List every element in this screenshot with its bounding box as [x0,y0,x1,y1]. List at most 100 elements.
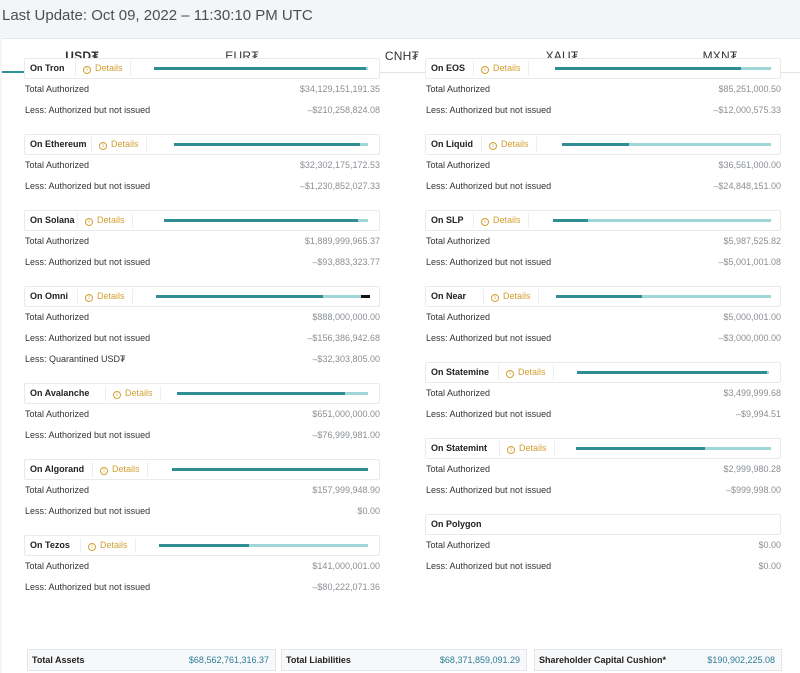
unissued-segment [357,219,368,222]
info-icon: i [491,294,499,302]
chain-name: On Tron [30,63,65,73]
details-button[interactable]: i Details [483,289,539,304]
chain-header-statemint: On Statemint i Details [425,438,781,459]
supply-bar [154,67,368,70]
chain-block-eos: On EOS i Details Total Authorized $85,251,00… [425,58,781,121]
row-value: –$1,230,852,027.33 [299,181,380,191]
details-button[interactable]: i Details [91,137,147,152]
row-label: Total Authorized [426,464,491,474]
chain-header-solana: On Solana i Details [24,210,380,231]
tab-cnht[interactable]: CNH₮ [384,49,420,63]
row-label: Less: Authorized but not issued [25,257,151,267]
chain-name: On Solana [30,215,75,225]
unissued-segment [322,295,362,298]
row-label: Total Authorized [25,84,90,94]
details-button[interactable]: i Details [498,365,554,380]
data-row: Total Authorized $2,999,980.28 [425,459,781,480]
chain-header-near: On Near i Details [425,286,781,307]
data-row: Total Authorized $5,987,525.82 [425,231,781,252]
supply-bar [159,544,368,547]
data-row: Total Authorized $157,999,948.90 [24,480,380,501]
details-button[interactable]: i Details [105,386,161,401]
details-button[interactable]: i Details [473,213,529,228]
data-row: Less: Authorized but not issued –$76,999,… [24,425,380,446]
chain-header-slp: On SLP i Details [425,210,781,231]
details-button[interactable]: i Details [92,462,148,477]
total-assets-label: Total Assets [32,655,85,665]
row-value: $1,889,999,965.37 [304,236,380,246]
details-button[interactable]: i Details [473,61,529,76]
details-button[interactable]: i Details [80,538,136,553]
chain-name: On Statemint [431,443,488,453]
supply-bar [156,295,370,298]
row-label: Less: Authorized but not issued [25,506,151,516]
details-label: Details [95,63,123,73]
details-label: Details [97,291,125,301]
details-button[interactable]: i Details [77,213,133,228]
details-label: Details [503,291,531,301]
unissued-segment [345,392,368,395]
chain-name: On Algorand [30,464,85,474]
info-icon: i [489,142,497,150]
issued-segment [576,447,705,450]
row-value: $32,302,175,172.53 [299,160,380,170]
row-label: Total Authorized [25,160,90,170]
total-liabilities-label: Total Liabilities [286,655,351,665]
row-value: $157,999,948.90 [312,485,380,495]
info-icon: i [100,467,108,475]
row-label: Total Authorized [426,160,491,170]
row-value: –$32,303,805.00 [312,354,380,364]
data-row: Total Authorized $5,000,001.00 [425,307,781,328]
info-icon: i [83,66,91,74]
quarantined-segment [361,295,370,298]
details-button[interactable]: i Details [77,289,133,304]
info-icon: i [481,66,489,74]
data-row: Total Authorized $1,889,999,965.37 [24,231,380,252]
row-value: $5,987,525.82 [723,236,781,246]
info-icon: i [85,218,93,226]
data-row: Total Authorized $85,251,000.50 [425,79,781,100]
row-value: $5,000,001.00 [723,312,781,322]
info-icon: i [113,391,121,399]
row-value: –$210,258,824.08 [307,105,380,115]
row-value: $141,000,001.00 [312,561,380,571]
row-label: Total Authorized [25,561,90,571]
issued-segment [177,392,346,395]
chain-block-slp: On SLP i Details Total Authorized $5,987,525… [425,210,781,273]
data-row: Total Authorized $3,499,999.68 [425,383,781,404]
issued-segment [562,143,629,146]
issued-segment [154,67,366,70]
details-label: Details [519,443,547,453]
details-button[interactable]: i Details [75,61,131,76]
row-value: $651,000,000.00 [312,409,380,419]
chain-header-ethereum: On Ethereum i Details [24,134,380,155]
row-label: Less: Authorized but not issued [426,181,552,191]
row-label: Less: Authorized but not issued [426,333,552,343]
data-row: Total Authorized $651,000,000.00 [24,404,380,425]
unissued-segment [248,544,368,547]
supply-bar [174,143,368,146]
details-label: Details [111,139,139,149]
details-button[interactable]: i Details [481,137,537,152]
row-label: Less: Authorized but not issued [25,333,151,343]
details-label: Details [97,215,125,225]
unissued-segment [587,219,771,222]
unissued-segment [628,143,771,146]
chain-header-liquid: On Liquid i Details [425,134,781,155]
chain-block-algorand: On Algorand i Details Total Authorized $157,… [24,459,380,522]
row-value: –$999,998.00 [725,485,781,495]
capital-cushion-box: Shareholder Capital Cushion* $190,902,22… [534,649,782,671]
chain-header-polygon: On Polygon [425,514,781,535]
supply-bar [576,447,771,450]
info-icon: i [506,370,514,378]
capital-cushion-label: Shareholder Capital Cushion* [539,655,667,665]
row-value: –$156,386,942.68 [307,333,380,343]
chain-name: On Polygon [431,519,482,529]
row-value: $3,499,999.68 [723,388,781,398]
row-value: –$24,848,151.00 [713,181,781,191]
row-label: Total Authorized [426,540,491,550]
row-value: –$3,000,000.00 [718,333,781,343]
chain-block-tron: On Tron i Details Total Authorized $34,129,1… [24,58,380,121]
details-button[interactable]: i Details [499,441,555,456]
data-row: Less: Quarantined USD₮ –$32,303,805.00 [24,349,380,370]
